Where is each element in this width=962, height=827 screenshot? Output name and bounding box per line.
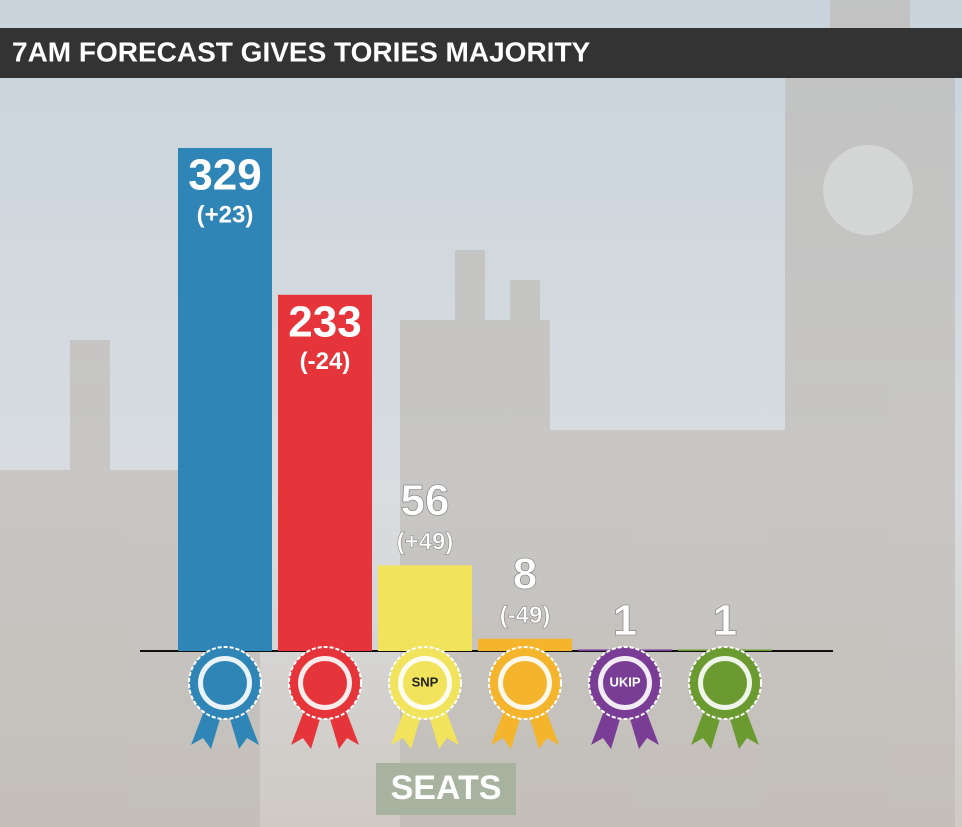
rosette-inner — [203, 661, 247, 705]
value-label: 1 — [713, 596, 737, 645]
rosette-inner — [703, 661, 747, 705]
change-label: (-49) — [500, 602, 551, 629]
change-label: (+49) — [397, 529, 454, 556]
chart-title: 7AM FORECAST GIVES TORIES MAJORITY — [12, 36, 591, 67]
rosette-inner — [503, 661, 547, 705]
rosette-inner — [303, 661, 347, 705]
party-name: UKIP — [609, 674, 640, 689]
rosette-inner — [403, 661, 447, 705]
bar — [178, 148, 272, 651]
party-name: SNP — [412, 674, 439, 689]
rosette-inner — [603, 661, 647, 705]
x-label-box — [376, 763, 516, 815]
bar — [278, 294, 372, 651]
value-label: 8 — [513, 549, 537, 598]
value-label: 56 — [401, 476, 450, 525]
change-label: (-24) — [300, 348, 351, 375]
bar — [378, 565, 472, 651]
x-axis-label: SEATS — [391, 769, 502, 807]
bar — [478, 638, 572, 651]
change-label: (+23) — [197, 201, 254, 228]
value-label: 1 — [613, 596, 637, 645]
value-label: 233 — [288, 297, 361, 346]
title-bar — [0, 28, 962, 78]
value-label: 329 — [188, 151, 261, 200]
